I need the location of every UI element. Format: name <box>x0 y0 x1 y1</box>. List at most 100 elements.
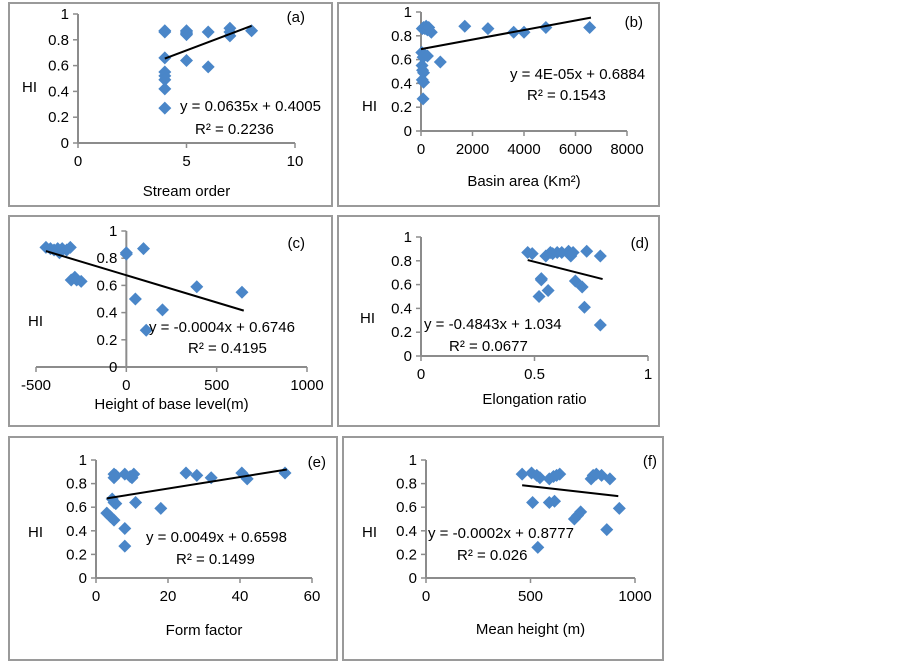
data-point-b <box>517 25 531 39</box>
x-axis-label-e: Form factor <box>166 622 243 639</box>
trendline-e <box>106 468 287 500</box>
y-axis-label-a: HI <box>22 79 37 96</box>
y-tick-label-e: 0.6 <box>66 499 87 516</box>
y-tick-label-a: 0.4 <box>48 83 69 100</box>
r-squared-e: R² = 0.1499 <box>176 551 255 568</box>
y-tick-label-b: 0.8 <box>391 28 412 45</box>
panel-label-e: (e) <box>308 454 326 471</box>
y-tick-label-a: 0.2 <box>48 109 69 126</box>
x-axis-label-d: Elongation ratio <box>482 391 586 408</box>
y-tick-label-c: 0.4 <box>96 305 117 322</box>
data-point-b <box>420 49 434 63</box>
regression-equation-d: y = -0.4843x + 1.034 <box>424 316 562 333</box>
data-point-c <box>63 240 77 254</box>
data-point-d <box>575 280 589 294</box>
y-tick-label-f: 0.8 <box>396 476 417 493</box>
x-axis-label-c: Height of base level(m) <box>94 396 248 413</box>
x-tick-label-c: 500 <box>204 377 229 394</box>
regression-equation-a: y = 0.0635x + 0.4005 <box>180 98 321 115</box>
panel-d <box>337 215 660 427</box>
y-tick-label-e: 0 <box>79 570 87 587</box>
panel-b <box>337 2 660 207</box>
y-tick-label-c: 0.6 <box>96 277 117 294</box>
data-point-e <box>118 521 132 535</box>
data-point-e <box>129 495 143 509</box>
data-point-e <box>107 513 121 527</box>
x-tick-label-e: 40 <box>232 588 249 605</box>
data-point-f <box>531 540 545 554</box>
data-point-f <box>612 501 626 515</box>
data-point-f <box>526 495 540 509</box>
data-point-d <box>534 273 548 287</box>
y-tick-label-f: 0 <box>409 570 417 587</box>
x-tick-label-b: 8000 <box>610 141 643 158</box>
data-point-b <box>417 75 431 89</box>
y-tick-label-c: 0.8 <box>96 250 117 267</box>
x-axis-label-a: Stream order <box>143 183 231 200</box>
data-point-c <box>136 242 150 256</box>
data-point-c <box>119 247 133 261</box>
data-point-e <box>278 466 292 480</box>
y-tick-label-c: 1 <box>109 223 117 240</box>
y-axis-label-b: HI <box>362 98 377 115</box>
trendline-d <box>527 259 603 281</box>
r-squared-d: R² = 0.0677 <box>449 338 528 355</box>
y-tick-label-b: 0.4 <box>391 75 412 92</box>
y-tick-label-f: 0.6 <box>396 499 417 516</box>
data-point-f <box>600 523 614 537</box>
data-point-a <box>158 82 172 96</box>
data-point-f <box>548 494 562 508</box>
data-point-e <box>127 467 141 481</box>
y-tick-label-a: 0.8 <box>48 32 69 49</box>
x-tick-label-b: 4000 <box>507 141 540 158</box>
r-squared-a: R² = 0.2236 <box>195 121 274 138</box>
y-axis-label-d: HI <box>360 310 375 327</box>
data-point-c <box>128 292 142 306</box>
data-point-a <box>180 53 193 67</box>
x-tick-label-d: 0.5 <box>524 366 545 383</box>
y-tick-label-d: 0.6 <box>391 277 412 294</box>
x-tick-label-e: 60 <box>304 588 321 605</box>
x-tick-label-f: 0 <box>422 588 430 605</box>
y-tick-label-d: 1 <box>404 229 412 246</box>
panel-label-a: (a) <box>287 9 305 26</box>
data-point-d <box>539 249 553 263</box>
panel-label-f: (f) <box>643 453 657 470</box>
data-point-a <box>201 60 215 74</box>
panel-label-c: (c) <box>288 235 306 252</box>
y-tick-label-f: 1 <box>409 452 417 469</box>
data-point-e <box>190 468 204 482</box>
data-point-d <box>541 284 555 298</box>
r-squared-f: R² = 0.026 <box>457 547 527 564</box>
y-tick-label-c: 0 <box>109 359 117 376</box>
y-tick-label-e: 0.2 <box>66 546 87 563</box>
y-tick-label-a: 1 <box>61 6 69 23</box>
r-squared-b: R² = 0.1543 <box>527 87 606 104</box>
y-tick-label-c: 0.2 <box>96 332 117 349</box>
x-tick-label-f: 500 <box>518 588 543 605</box>
data-point-c <box>155 303 169 317</box>
x-tick-label-a: 5 <box>182 153 190 170</box>
trendline-f <box>522 484 619 498</box>
x-axis-label-b: Basin area (Km²) <box>467 173 580 190</box>
y-axis-label-c: HI <box>28 313 43 330</box>
data-point-a <box>180 28 193 42</box>
y-axis-label-f: HI <box>362 524 377 541</box>
y-tick-label-f: 0.2 <box>396 546 417 563</box>
x-tick-label-f: 1000 <box>618 588 651 605</box>
data-point-b <box>539 20 553 34</box>
data-point-d <box>525 247 539 261</box>
data-point-b <box>433 55 447 69</box>
y-tick-label-d: 0 <box>404 348 412 365</box>
regression-equation-e: y = 0.0049x + 0.6598 <box>146 529 287 546</box>
x-tick-label-e: 20 <box>160 588 177 605</box>
y-tick-label-e: 0.8 <box>66 476 87 493</box>
panel-label-d: (d) <box>631 235 649 252</box>
data-point-e <box>118 539 132 553</box>
y-tick-label-b: 0.2 <box>391 99 412 116</box>
x-tick-label-b: 2000 <box>456 141 489 158</box>
data-point-d <box>593 249 607 263</box>
y-tick-label-d: 0.4 <box>391 300 412 317</box>
data-point-c <box>139 323 153 337</box>
y-tick-label-e: 1 <box>79 452 87 469</box>
